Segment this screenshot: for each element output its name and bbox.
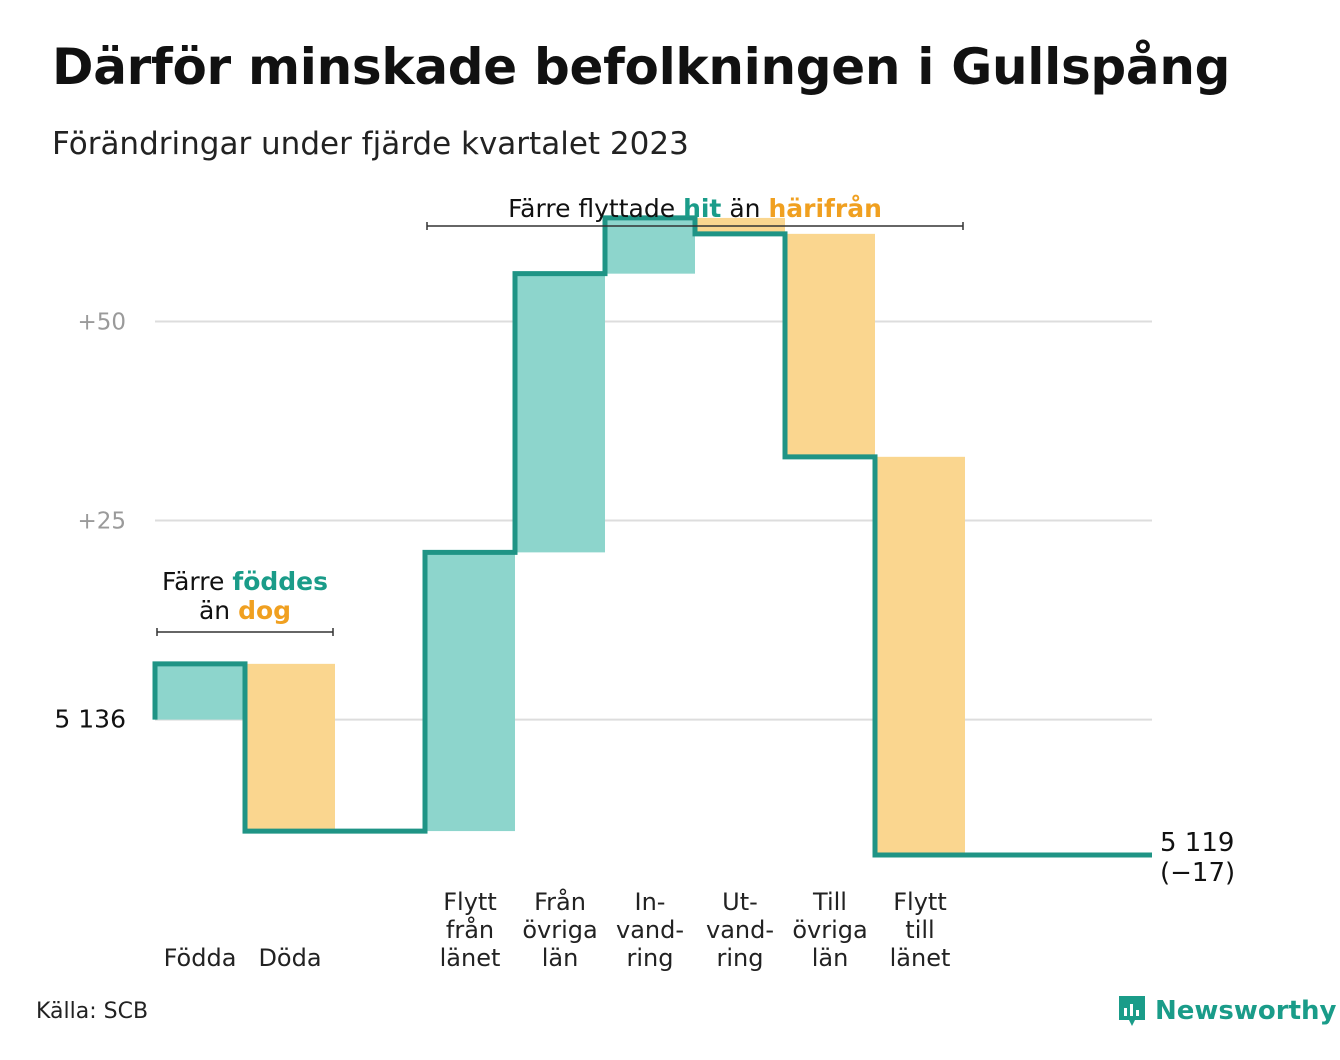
y-tick-label: 5 136 (54, 705, 126, 734)
newsworthy-logo: Newsworthy (1117, 994, 1336, 1028)
category-label: länet (890, 944, 951, 972)
newsworthy-logo-text: Newsworthy (1155, 996, 1337, 1026)
bar-flytt-från-länet (425, 552, 515, 832)
category-label: övriga (522, 916, 597, 944)
category-label: Till (812, 888, 847, 916)
category-label: Ut- (722, 888, 758, 916)
category-label: från (446, 915, 494, 944)
bar-flytt-till-länet (875, 456, 965, 855)
annotation-segment: Färre (162, 567, 232, 596)
bar-från-övriga-län (515, 273, 605, 553)
waterfall-chart: 5 136+25+50 Födda DödaFlyttfrånlänetFrånö… (54, 194, 1235, 972)
end-value-labels: 5 119(−17) (1160, 828, 1235, 888)
chart-subtitle: Förändringar under fjärde kvartalet 2023 (52, 126, 689, 162)
category-label: län (812, 944, 849, 972)
category-label: vand- (616, 916, 684, 944)
grid-lines (155, 320, 1152, 721)
category-label: Födda (164, 944, 237, 972)
category-label: till (905, 916, 934, 944)
category-label: Flytt (893, 888, 947, 916)
bar-till-övriga-län (785, 233, 875, 457)
y-axis-ticks: 5 136 +25 +50 (54, 309, 126, 733)
y-tick-label: +50 (77, 309, 126, 335)
end-value-label: 5 119 (1160, 828, 1234, 858)
category-label: vand- (706, 916, 774, 944)
category-labels: Födda DödaFlyttfrånlänetFrånövrigalänIn-v… (164, 887, 951, 972)
category-label: In- (635, 888, 666, 916)
bar-in-vand-ring (605, 217, 695, 274)
annotation-segment: än (721, 194, 768, 223)
annotation-migration-bracket (426, 222, 964, 230)
running-total-path (152, 215, 1152, 858)
running-total-line (152, 215, 1152, 858)
category-label: Flytt (443, 888, 497, 916)
annotation-segment: föddes (232, 567, 328, 596)
annotation-segment: härifrån (768, 194, 881, 223)
newsworthy-logo-icon (1119, 996, 1145, 1026)
category-label: län (542, 944, 579, 972)
category-label: Från (534, 887, 586, 916)
annotation-segment: Färre flyttade (508, 194, 683, 223)
source-note: Källa: SCB (36, 999, 149, 1024)
annotation-births-text: än dog (199, 596, 291, 625)
annotation-births-bracket (156, 628, 334, 636)
bars (155, 217, 965, 855)
annotation-migration-text: Färre flyttade hit än härifrån (508, 194, 882, 223)
annotation-segment: än (199, 596, 238, 625)
chart-title: Därför minskade befolkningen i Gullspång (52, 38, 1231, 96)
annotation-segment: hit (683, 194, 721, 223)
annotation-births-text: Färre föddes (162, 567, 328, 596)
category-label: övriga (792, 916, 867, 944)
end-change-label: (−17) (1160, 858, 1235, 888)
annotation-segment: dog (238, 596, 291, 625)
category-label: ring (717, 944, 764, 972)
y-tick-label: +25 (77, 509, 126, 535)
category-label: Döda (258, 944, 321, 972)
bar-födda (155, 663, 245, 720)
category-label: ring (627, 944, 674, 972)
category-label: länet (440, 944, 501, 972)
bar-döda (245, 663, 335, 832)
